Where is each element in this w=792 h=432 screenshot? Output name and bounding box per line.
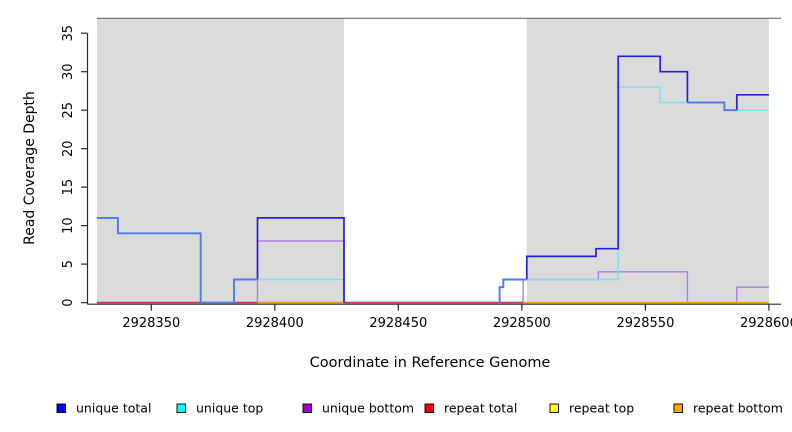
legend-swatch-repeat-top bbox=[549, 403, 559, 413]
y-tick-label: 15 bbox=[61, 179, 76, 196]
legend-swatch-unique-total bbox=[56, 403, 66, 413]
series-unique-total-line-8 bbox=[735, 93, 769, 111]
x-axis-title: Coordinate in Reference Genome bbox=[310, 355, 551, 371]
y-tick-label: 25 bbox=[61, 102, 76, 119]
y-tick-label: 5 bbox=[61, 260, 76, 268]
legend-label-unique-bottom: unique bottom bbox=[322, 401, 414, 416]
y-tick-label: 20 bbox=[61, 140, 76, 157]
legend-swatch-unique-top bbox=[176, 403, 186, 413]
x-tick-label: 2928600 bbox=[740, 316, 792, 331]
x-tick-label: 2928500 bbox=[493, 316, 551, 331]
y-tick-label: 30 bbox=[61, 63, 76, 80]
y-tick-label: 35 bbox=[61, 25, 76, 42]
series-unique-total-line-10 bbox=[498, 278, 527, 303]
legend-label-unique-top: unique top bbox=[196, 401, 263, 416]
series-unique-total-line-11 bbox=[687, 101, 737, 112]
legend-swatch-repeat-total bbox=[424, 403, 434, 413]
y-tick-label: 10 bbox=[61, 217, 76, 234]
x-tick-label: 2928450 bbox=[369, 316, 427, 331]
legend-label-repeat-total: repeat total bbox=[444, 401, 517, 416]
x-tick-label: 2928350 bbox=[122, 316, 180, 331]
series-unique-total-line-7 bbox=[525, 55, 689, 280]
shaded-region-right-gray-block bbox=[526, 18, 769, 303]
x-tick-label: 2928400 bbox=[246, 316, 304, 331]
x-tick-label: 2928550 bbox=[616, 316, 674, 331]
legend-label-repeat-bottom: repeat bottom bbox=[693, 401, 783, 416]
series-unique-total-line-6 bbox=[256, 217, 345, 303]
y-axis-title: Read Coverage Depth bbox=[22, 91, 38, 245]
legend-swatch-repeat-bottom bbox=[673, 403, 683, 413]
shaded-region-left-gray-block bbox=[96, 18, 344, 303]
legend-swatch-unique-bottom bbox=[302, 403, 312, 413]
legend-label-unique-total: unique total bbox=[76, 401, 151, 416]
series-unique-total-line-9 bbox=[96, 216, 258, 304]
y-tick-label: 0 bbox=[61, 298, 76, 306]
legend-label-repeat-top: repeat top bbox=[569, 401, 634, 416]
